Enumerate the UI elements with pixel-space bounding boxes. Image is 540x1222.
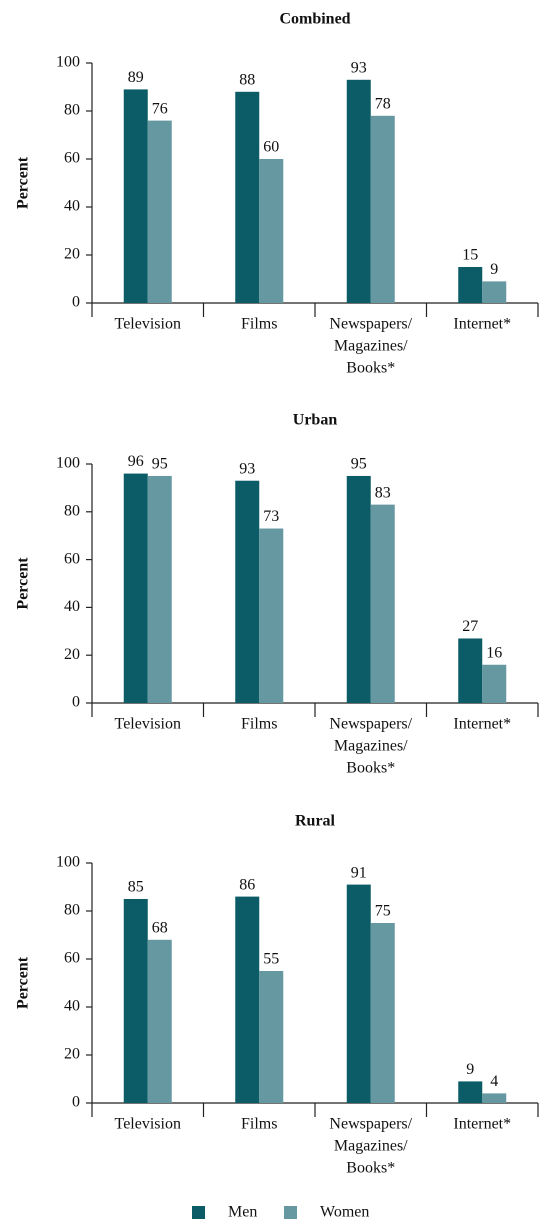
x-tick-label: Books* (346, 760, 395, 777)
bar (235, 91, 260, 303)
x-tick-label: Internet* (453, 716, 511, 733)
bar (482, 664, 507, 703)
bar (235, 480, 260, 703)
legend-swatch (192, 1206, 205, 1219)
bar (123, 89, 148, 304)
value-label: 95 (351, 456, 367, 473)
value-label: 93 (239, 460, 255, 477)
value-label: 95 (152, 456, 168, 473)
y-tick-label: 60 (64, 550, 80, 567)
bar (370, 115, 395, 303)
x-tick-label: Magazines/ (334, 738, 408, 755)
legend-label: Men (228, 1204, 257, 1221)
x-tick-label: Films (241, 316, 277, 333)
x-tick-label: Newspapers/ (329, 716, 412, 733)
y-tick-label: 100 (56, 54, 80, 71)
y-tick-label: 40 (64, 198, 80, 215)
y-tick-label: 0 (72, 294, 80, 311)
bar (346, 475, 371, 703)
bar (458, 638, 483, 703)
value-label: 76 (152, 100, 168, 117)
y-tick-label: 60 (64, 950, 80, 967)
value-label: 93 (351, 59, 367, 76)
y-axis-label: Percent (15, 956, 32, 1009)
value-label: 75 (375, 903, 391, 920)
value-label: 15 (462, 247, 478, 264)
value-label: 85 (128, 879, 144, 896)
bar (235, 896, 260, 1103)
y-tick-label: 40 (64, 998, 80, 1015)
y-tick-label: 40 (64, 598, 80, 615)
y-axis-label: Percent (15, 557, 32, 610)
y-tick-label: 100 (56, 854, 80, 871)
legend-swatch (284, 1206, 297, 1219)
bar (346, 79, 371, 303)
value-label: 27 (462, 618, 478, 635)
value-label: 88 (239, 71, 255, 88)
bar (458, 267, 483, 303)
x-tick-label: Newspapers/ (329, 1116, 412, 1133)
bar (259, 971, 284, 1103)
x-tick-label: Books* (346, 1160, 395, 1177)
bar (147, 939, 172, 1103)
bar (259, 528, 284, 703)
bar (458, 1081, 483, 1103)
value-label: 86 (239, 876, 255, 893)
y-tick-label: 80 (64, 502, 80, 519)
value-label: 60 (263, 139, 279, 156)
value-label: 16 (486, 644, 502, 661)
value-label: 55 (263, 951, 279, 968)
value-label: 4 (490, 1073, 498, 1090)
value-label: 73 (263, 508, 279, 525)
chart-title: Urban (293, 412, 338, 429)
value-label: 91 (351, 864, 367, 881)
x-tick-label: Films (241, 716, 277, 733)
x-tick-label: Television (115, 1116, 181, 1133)
value-label: 89 (128, 69, 144, 86)
x-tick-label: Television (115, 316, 181, 333)
legend-label: Women (320, 1204, 369, 1221)
bar (346, 884, 371, 1103)
bar (370, 923, 395, 1103)
value-label: 9 (466, 1061, 474, 1078)
bar (370, 504, 395, 703)
y-tick-label: 0 (72, 694, 80, 711)
x-tick-label: Internet* (453, 1116, 511, 1133)
x-tick-label: Internet* (453, 316, 511, 333)
bar (147, 475, 172, 703)
y-tick-label: 100 (56, 455, 80, 472)
chart-title: Rural (295, 813, 336, 830)
value-label: 68 (152, 919, 168, 936)
x-tick-label: Television (115, 716, 181, 733)
x-tick-label: Books* (346, 360, 395, 377)
bar (147, 120, 172, 303)
x-tick-label: Films (241, 1116, 277, 1133)
bar (482, 281, 507, 303)
value-label: 9 (490, 261, 498, 278)
y-tick-label: 80 (64, 902, 80, 919)
y-tick-label: 80 (64, 102, 80, 119)
value-label: 96 (128, 453, 144, 470)
x-tick-label: Magazines/ (334, 338, 408, 355)
y-tick-label: 20 (64, 246, 80, 263)
value-label: 78 (375, 95, 391, 112)
y-axis-label: Percent (15, 156, 32, 209)
bar (123, 899, 148, 1103)
y-tick-label: 0 (72, 1094, 80, 1111)
value-label: 83 (375, 484, 391, 501)
y-tick-label: 60 (64, 150, 80, 167)
x-tick-label: Magazines/ (334, 1138, 408, 1155)
chart-title: Combined (279, 11, 350, 28)
bar (482, 1093, 507, 1103)
y-tick-label: 20 (64, 1046, 80, 1063)
bar (123, 473, 148, 703)
bar (259, 159, 284, 303)
x-tick-label: Newspapers/ (329, 316, 412, 333)
y-tick-label: 20 (64, 646, 80, 663)
